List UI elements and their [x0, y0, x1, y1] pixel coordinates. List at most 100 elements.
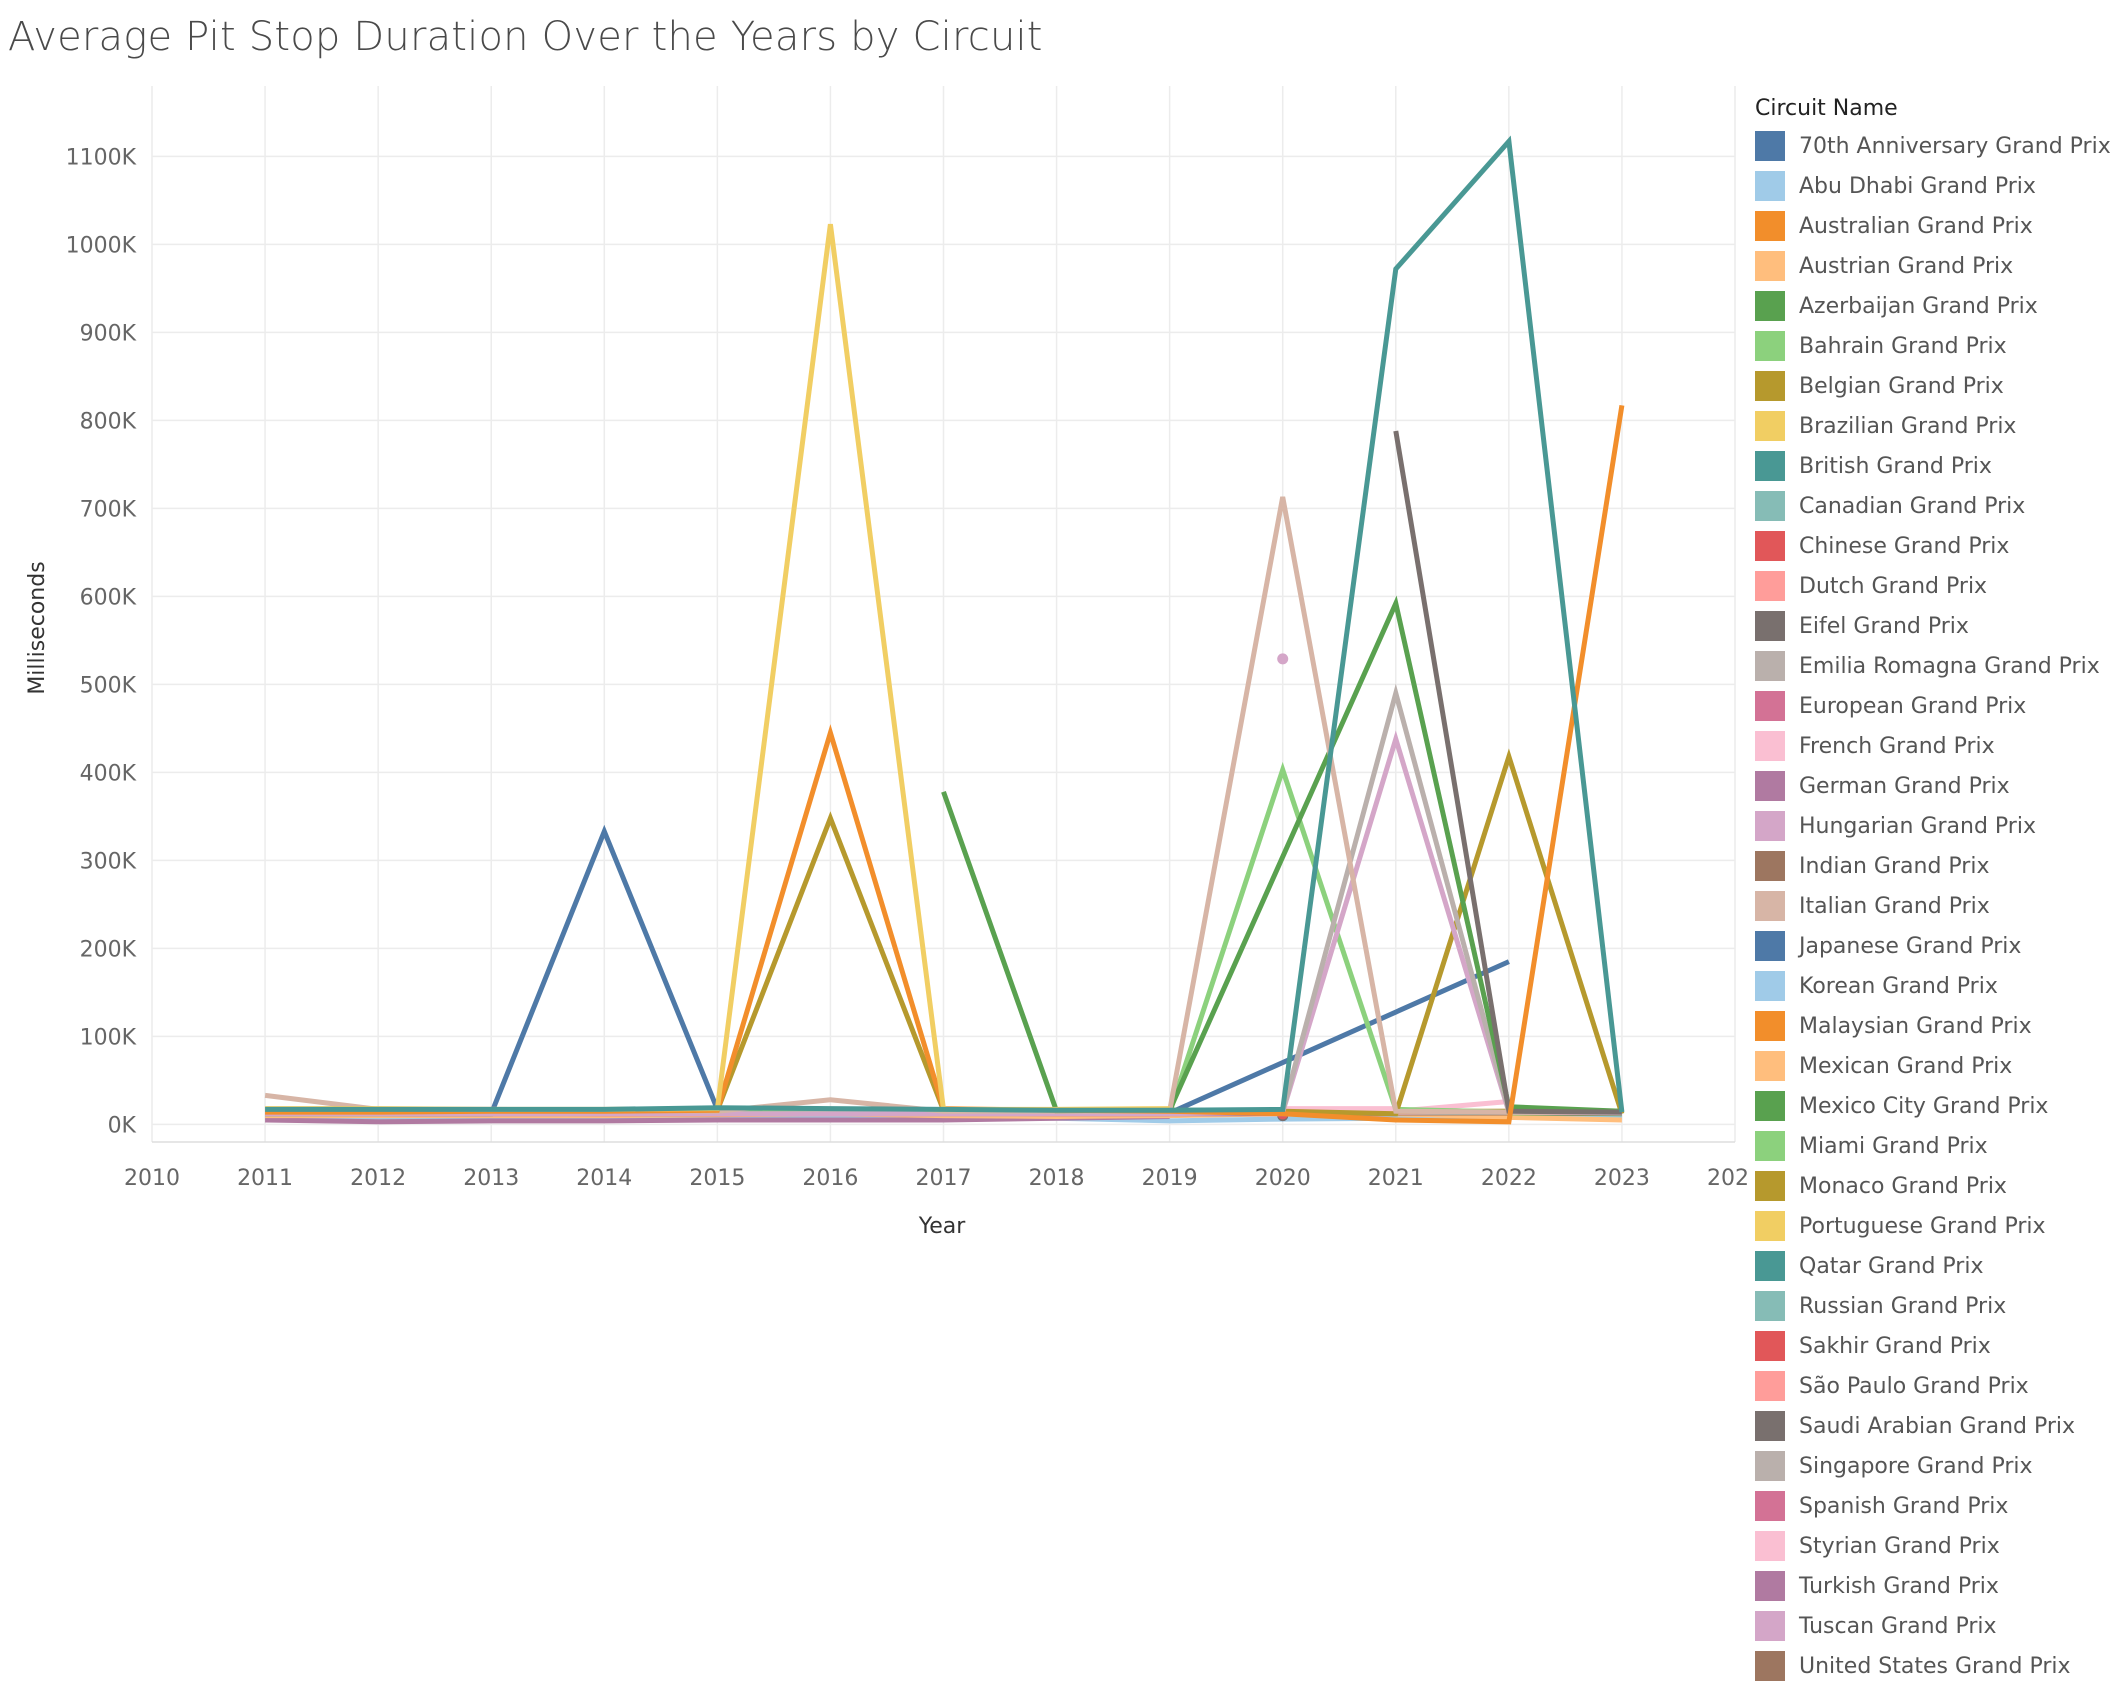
legend-label: Canadian Grand Prix — [1799, 493, 2026, 519]
legend-label: Austrian Grand Prix — [1799, 253, 2014, 279]
series-line[interactable] — [941, 595, 1622, 1114]
legend-item[interactable]: Dutch Grand Prix — [1755, 566, 2125, 606]
legend-swatch — [1755, 971, 1785, 1001]
legend-label: Abu Dhabi Grand Prix — [1799, 173, 2036, 199]
legend-swatch — [1755, 1091, 1785, 1121]
series-line[interactable] — [265, 730, 1622, 1117]
legend-item[interactable]: Japanese Grand Prix — [1755, 926, 2125, 966]
legend-item[interactable]: Turkish Grand Prix — [1755, 1566, 2125, 1606]
y-tick-label: 600K — [80, 585, 137, 610]
y-tick-label: 700K — [80, 497, 137, 522]
legend-item[interactable]: Portuguese Grand Prix — [1755, 1206, 2125, 1246]
legend-item[interactable]: Spanish Grand Prix — [1755, 1486, 2125, 1526]
legend-swatch — [1755, 251, 1785, 281]
legend-swatch — [1755, 371, 1785, 401]
y-tick-label: 400K — [80, 761, 137, 786]
legend-label: Mexican Grand Prix — [1799, 1053, 2013, 1079]
legend-items: 70th Anniversary Grand Prix Abu Dhabi Gra… — [1755, 126, 2125, 1686]
legend-item[interactable]: French Grand Prix — [1755, 726, 2125, 766]
legend-item[interactable]: Italian Grand Prix — [1755, 886, 2125, 926]
legend-swatch — [1755, 571, 1785, 601]
legend-swatch — [1755, 331, 1785, 361]
series-line[interactable] — [1280, 683, 1512, 1112]
x-tick-label: 2016 — [802, 1166, 858, 1191]
legend-item[interactable]: Chinese Grand Prix — [1755, 526, 2125, 566]
series-german-grand-prix[interactable] — [265, 1114, 1170, 1125]
legend-label: German Grand Prix — [1799, 773, 2010, 799]
legend-label: Monaco Grand Prix — [1799, 1173, 2007, 1199]
series-emilia-romagna-grand-prix[interactable] — [1280, 683, 1512, 1112]
legend-label: Australian Grand Prix — [1799, 213, 2033, 239]
legend-item[interactable]: Abu Dhabi Grand Prix — [1755, 166, 2125, 206]
legend-label: Tuscan Grand Prix — [1799, 1613, 1997, 1639]
legend-item[interactable]: Korean Grand Prix — [1755, 966, 2125, 1006]
legend-swatch — [1755, 691, 1785, 721]
legend-item[interactable]: Qatar Grand Prix — [1755, 1246, 2125, 1286]
legend-item[interactable]: Monaco Grand Prix — [1755, 1166, 2125, 1206]
legend-item[interactable]: Mexican Grand Prix — [1755, 1046, 2125, 1086]
legend-item[interactable]: Singapore Grand Prix — [1755, 1446, 2125, 1486]
legend-swatch — [1755, 1011, 1785, 1041]
y-tick-label: 100K — [80, 1025, 137, 1050]
y-tick-label: 300K — [80, 849, 137, 874]
x-tick-label: 2014 — [576, 1166, 632, 1191]
legend-item[interactable]: Saudi Arabian Grand Prix — [1755, 1406, 2125, 1446]
legend-item[interactable]: United States Grand Prix — [1755, 1646, 2125, 1686]
legend-item[interactable]: Brazilian Grand Prix — [1755, 406, 2125, 446]
legend-item[interactable]: German Grand Prix — [1755, 766, 2125, 806]
data-point[interactable] — [1277, 653, 1289, 665]
legend-item[interactable]: Bahrain Grand Prix — [1755, 326, 2125, 366]
series-hungarian-grand-prix[interactable] — [265, 730, 1622, 1117]
legend-item[interactable]: Canadian Grand Prix — [1755, 486, 2125, 526]
legend-item[interactable]: Austrian Grand Prix — [1755, 246, 2125, 286]
legend-item[interactable]: Hungarian Grand Prix — [1755, 806, 2125, 846]
series-line[interactable] — [265, 1114, 1170, 1125]
legend-swatch — [1755, 811, 1785, 841]
y-axis-label: Milliseconds — [25, 561, 50, 694]
legend-label: Emilia Romagna Grand Prix — [1799, 653, 2100, 679]
legend-item[interactable]: European Grand Prix — [1755, 686, 2125, 726]
legend-item[interactable]: Belgian Grand Prix — [1755, 366, 2125, 406]
y-tick-label: 500K — [80, 673, 137, 698]
legend-item[interactable]: Eifel Grand Prix — [1755, 606, 2125, 646]
legend-item[interactable]: Australian Grand Prix — [1755, 206, 2125, 246]
legend-item[interactable]: São Paulo Grand Prix — [1755, 1366, 2125, 1406]
legend-label: Azerbaijan Grand Prix — [1799, 293, 2038, 319]
legend-label: Malaysian Grand Prix — [1799, 1013, 2032, 1039]
legend-swatch — [1755, 851, 1785, 881]
legend-swatch — [1755, 1491, 1785, 1521]
legend-item[interactable]: Azerbaijan Grand Prix — [1755, 286, 2125, 326]
legend-item[interactable]: Malaysian Grand Prix — [1755, 1006, 2125, 1046]
legend-label: British Grand Prix — [1799, 453, 1992, 479]
legend-swatch — [1755, 1411, 1785, 1441]
legend-item[interactable]: Russian Grand Prix — [1755, 1286, 2125, 1326]
legend-item[interactable]: Mexico City Grand Prix — [1755, 1086, 2125, 1126]
y-tick-label: 900K — [80, 321, 137, 346]
series-british-grand-prix[interactable] — [265, 135, 1625, 1113]
legend-label: Portuguese Grand Prix — [1799, 1213, 2046, 1239]
series-line[interactable] — [265, 135, 1625, 1113]
legend-label: 70th Anniversary Grand Prix — [1799, 133, 2111, 159]
legend-item[interactable]: Indian Grand Prix — [1755, 846, 2125, 886]
legend-item[interactable]: Miami Grand Prix — [1755, 1126, 2125, 1166]
x-tick-label: 2018 — [1029, 1166, 1085, 1191]
series-azerbaijan-grand-prix[interactable] — [941, 595, 1622, 1114]
legend[interactable]: Circuit Name 70th Anniversary Grand Prix… — [1755, 92, 2125, 1686]
legend-label: Japanese Grand Prix — [1799, 933, 2022, 959]
legend-label: Hungarian Grand Prix — [1799, 813, 2036, 839]
legend-item[interactable]: Tuscan Grand Prix — [1755, 1606, 2125, 1646]
legend-label: French Grand Prix — [1799, 733, 1995, 759]
series-tuscan-grand-prix[interactable] — [1277, 653, 1289, 665]
legend-item[interactable]: Emilia Romagna Grand Prix — [1755, 646, 2125, 686]
legend-item[interactable]: Styrian Grand Prix — [1755, 1526, 2125, 1566]
legend-item[interactable]: British Grand Prix — [1755, 446, 2125, 486]
legend-item[interactable]: Sakhir Grand Prix — [1755, 1326, 2125, 1366]
y-tick-label: 800K — [80, 409, 137, 434]
legend-label: Brazilian Grand Prix — [1799, 413, 2017, 439]
legend-label: Indian Grand Prix — [1799, 853, 1990, 879]
legend-swatch — [1755, 291, 1785, 321]
legend-item[interactable]: 70th Anniversary Grand Prix — [1755, 126, 2125, 166]
x-tick-label: 2022 — [1481, 1166, 1537, 1191]
legend-swatch — [1755, 1451, 1785, 1481]
legend-swatch — [1755, 931, 1785, 961]
